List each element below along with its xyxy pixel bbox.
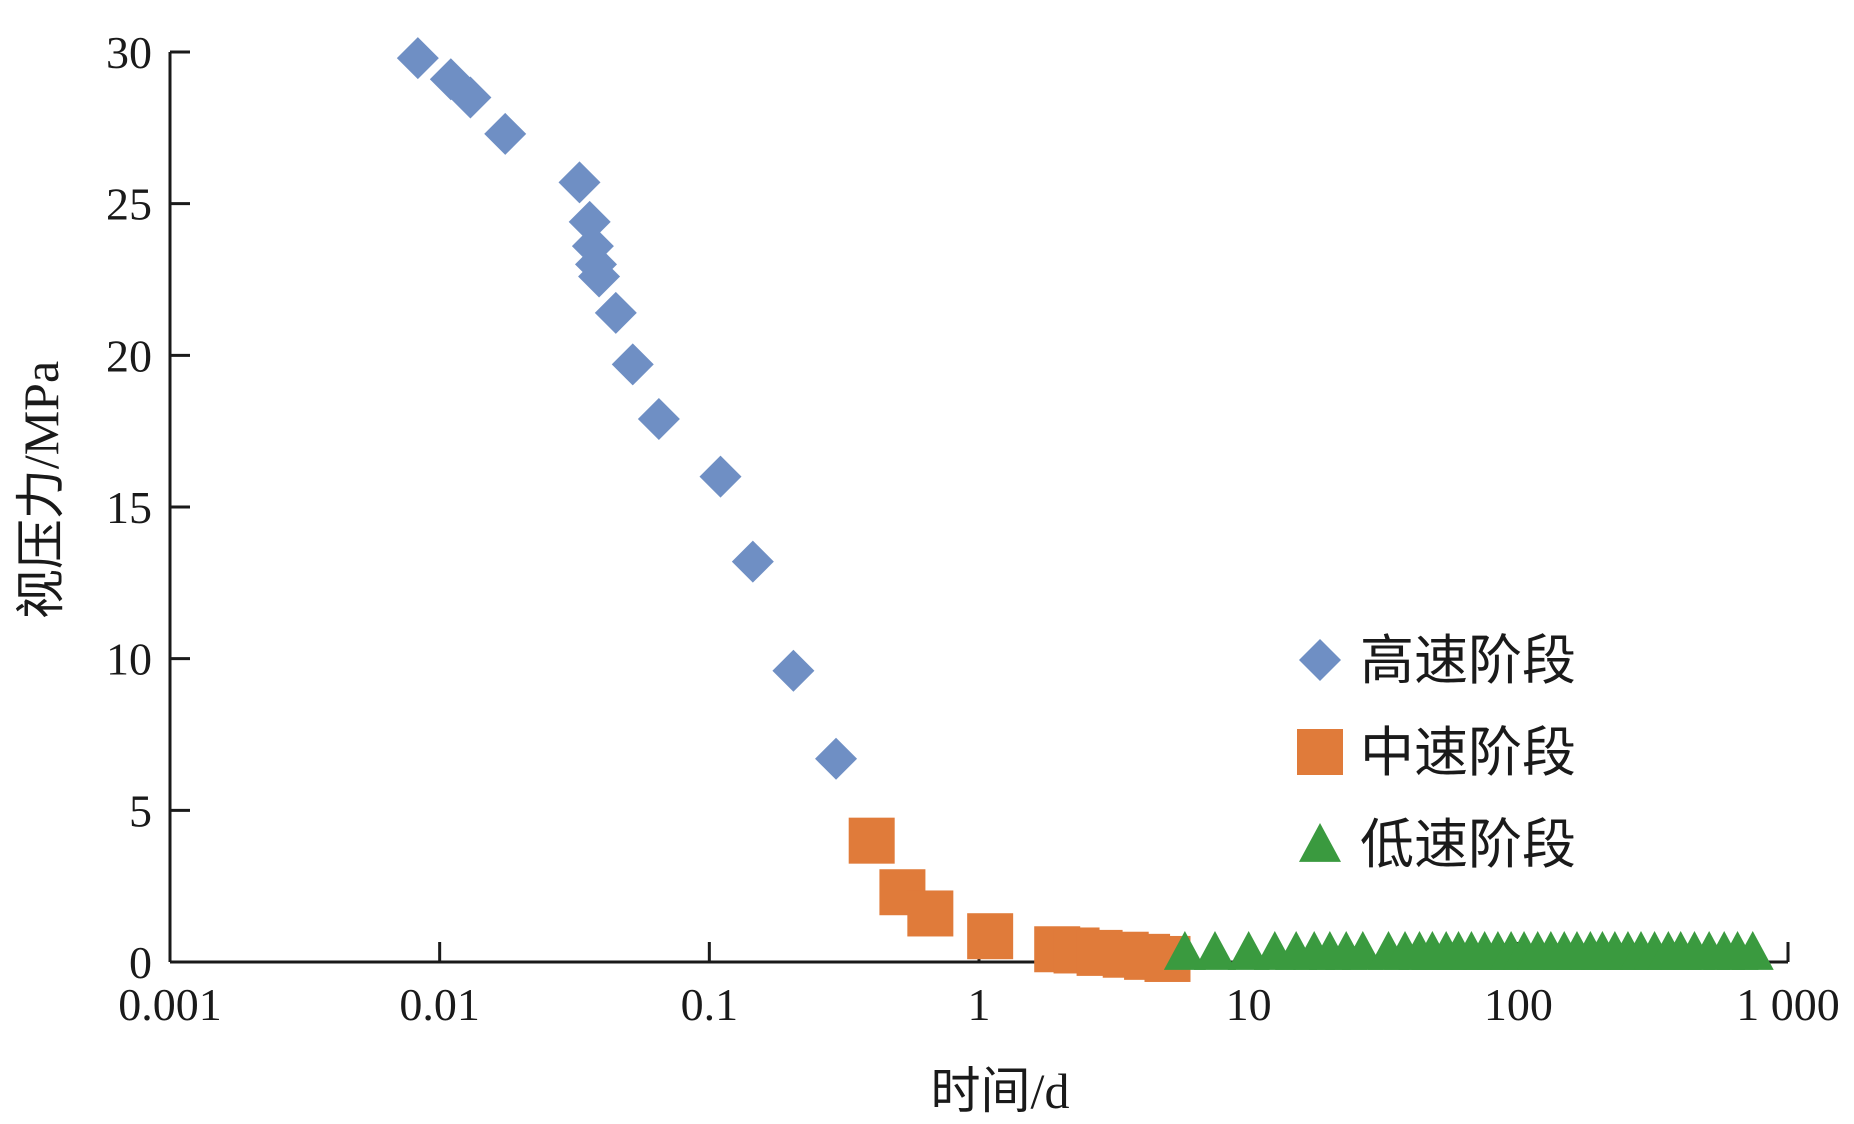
data-point	[449, 76, 492, 119]
x-tick-label: 100	[1484, 979, 1553, 1030]
legend-marker	[1299, 639, 1341, 681]
data-point	[594, 291, 637, 334]
x-tick-label: 0.01	[399, 979, 480, 1030]
data-point	[568, 200, 611, 243]
data-point	[731, 540, 774, 583]
legend-label: 中速阶段	[1360, 723, 1576, 783]
data-point	[611, 343, 654, 386]
data-point	[1163, 931, 1206, 970]
data-point	[558, 161, 601, 204]
legend-marker	[1299, 823, 1341, 862]
data-point	[772, 649, 815, 692]
y-tick-label: 15	[106, 482, 152, 533]
x-tick-label: 10	[1226, 979, 1272, 1030]
data-point	[967, 913, 1014, 960]
legend-label: 高速阶段	[1360, 631, 1576, 691]
series-1	[396, 37, 858, 780]
x-tick-label: 1 000	[1736, 979, 1840, 1030]
x-tick-label: 0.1	[681, 979, 739, 1030]
x-tick-label: 0.001	[118, 979, 222, 1030]
x-tick-label: 1	[968, 979, 991, 1030]
y-axis-title: 视压力/MPa	[13, 361, 69, 619]
legend-marker	[1297, 729, 1343, 775]
y-tick-label: 30	[106, 27, 152, 78]
data-point	[578, 255, 621, 298]
y-tick-label: 10	[106, 634, 152, 685]
ticks: 0 5 10 15 20 25 30 0.001 0.01 0.1 1 10 100 1 000	[106, 27, 1840, 1030]
x-axis-title: 时间/d	[931, 1063, 1070, 1119]
data-point	[484, 112, 527, 155]
y-tick-label: 5	[129, 785, 152, 836]
y-tick-label: 0	[129, 937, 152, 988]
y-tick-label: 20	[106, 330, 152, 381]
series-2	[848, 817, 1191, 982]
data-point	[637, 398, 680, 441]
data-points	[396, 37, 1774, 982]
data-point	[1193, 931, 1236, 970]
legend-label: 低速阶段	[1360, 815, 1576, 875]
data-point	[396, 37, 439, 80]
data-point	[848, 817, 895, 864]
data-point	[1731, 931, 1774, 970]
y-tick-label: 25	[106, 179, 152, 230]
data-point	[815, 737, 858, 780]
data-point	[907, 890, 954, 937]
data-point	[699, 455, 742, 498]
series-3	[1163, 931, 1774, 970]
